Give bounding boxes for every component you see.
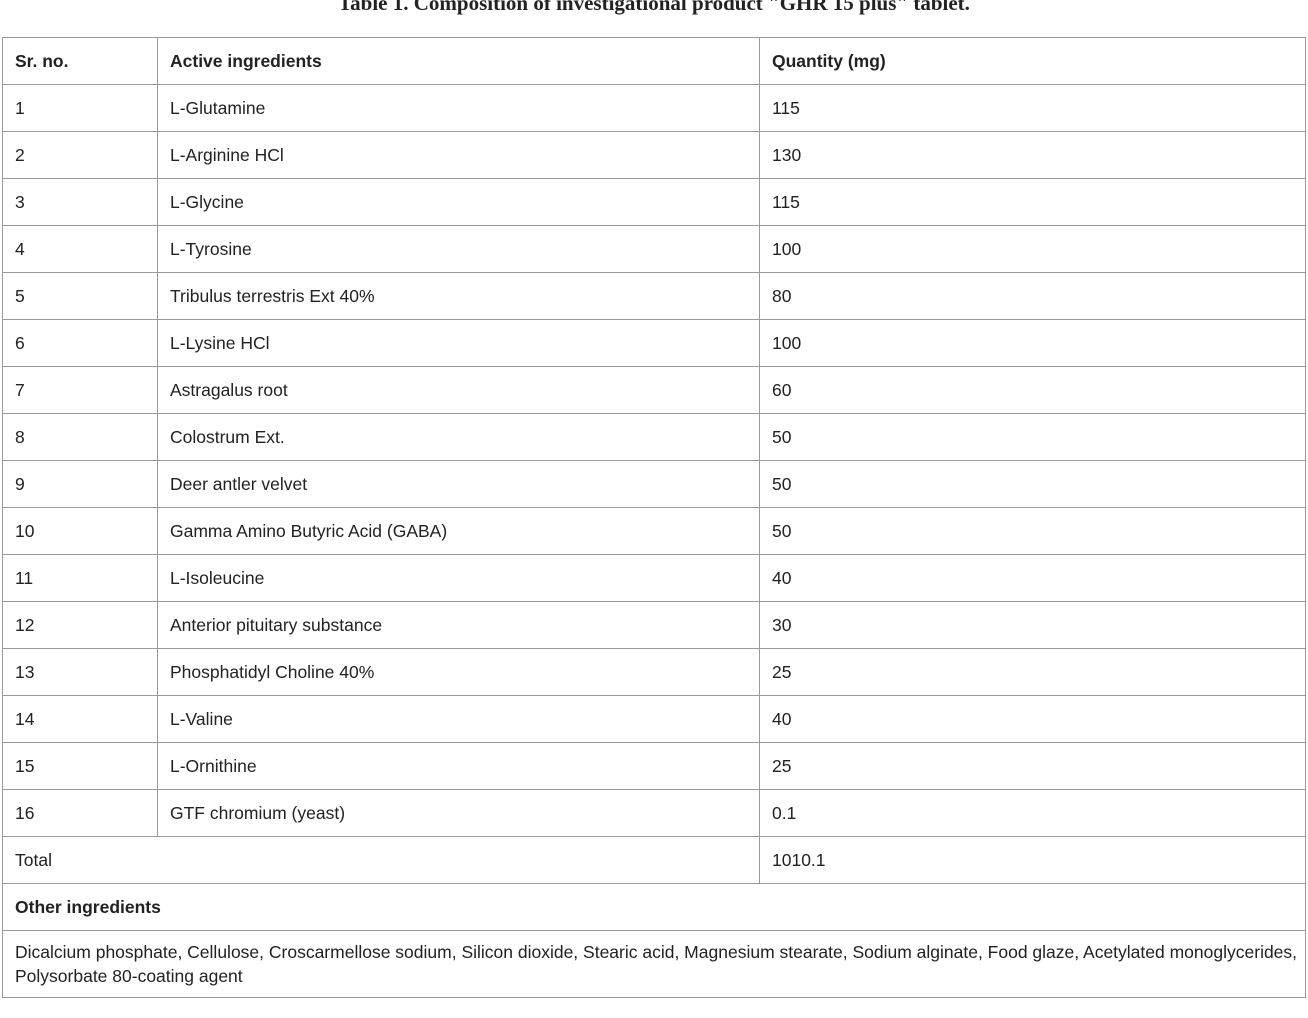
sr-no: 4 <box>2 225 158 273</box>
ingredient-name: L-Valine <box>157 695 760 743</box>
quantity: 50 <box>759 507 1306 555</box>
sr-no: 11 <box>2 554 158 602</box>
sr-no: 16 <box>2 789 158 837</box>
ingredient-name: Tribulus terrestris Ext 40% <box>157 272 760 320</box>
table-foot: Total 1010.1 Other ingredients Dicalcium… <box>2 836 1306 998</box>
quantity: 130 <box>759 131 1306 179</box>
quantity: 80 <box>759 272 1306 320</box>
sr-no: 12 <box>2 601 158 649</box>
sr-no: 8 <box>2 413 158 461</box>
quantity: 40 <box>759 695 1306 743</box>
total-label: Total <box>2 836 760 884</box>
table-body: 1 L-Glutamine 115 2 L-Arginine HCl 130 3 L-Glyc… <box>2 84 1306 837</box>
quantity: 30 <box>759 601 1306 649</box>
ingredient-row: 3 L-Glycine 115 <box>2 178 1306 226</box>
quantity: 0.1 <box>759 789 1306 837</box>
quantity: 115 <box>759 178 1306 226</box>
other-heading: Other ingredients <box>2 883 1306 931</box>
ingredient-row: 9 Deer antler velvet 50 <box>2 460 1306 508</box>
ingredient-name: L-Glutamine <box>157 84 760 132</box>
sr-no: 6 <box>2 319 158 367</box>
sr-no: 2 <box>2 131 158 179</box>
sr-no: 5 <box>2 272 158 320</box>
quantity: 40 <box>759 554 1306 602</box>
ingredient-name: Deer antler velvet <box>157 460 760 508</box>
quantity: 115 <box>759 84 1306 132</box>
quantity: 50 <box>759 413 1306 461</box>
header-row: Sr. no. Active ingredients Quantity (mg) <box>2 37 1306 85</box>
table-title: Table 1. Composition of investigational … <box>338 0 970 15</box>
table-head: Sr. no. Active ingredients Quantity (mg) <box>2 37 1306 85</box>
other-heading-row: Other ingredients <box>2 883 1306 931</box>
quantity: 25 <box>759 648 1306 696</box>
header-cell: Active ingredients <box>157 37 760 85</box>
ingredient-row: 7 Astragalus root 60 <box>2 366 1306 414</box>
total-row: Total 1010.1 <box>2 836 1306 884</box>
ingredient-row: 14 L-Valine 40 <box>2 695 1306 743</box>
quantity: 60 <box>759 366 1306 414</box>
ingredient-name: Colostrum Ext. <box>157 413 760 461</box>
ingredient-row: 1 L-Glutamine 115 <box>2 84 1306 132</box>
ingredient-row: 8 Colostrum Ext. 50 <box>2 413 1306 461</box>
ingredient-name: GTF chromium (yeast) <box>157 789 760 837</box>
ingredient-row: 2 L-Arginine HCl 130 <box>2 131 1306 179</box>
sr-no: 13 <box>2 648 158 696</box>
ingredient-name: L-Arginine HCl <box>157 131 760 179</box>
sr-no: 10 <box>2 507 158 555</box>
ingredient-row: 16 GTF chromium (yeast) 0.1 <box>2 789 1306 837</box>
ingredient-row: 10 Gamma Amino Butyric Acid (GABA) 50 <box>2 507 1306 555</box>
ingredient-row: 12 Anterior pituitary substance 30 <box>2 601 1306 649</box>
ingredient-row: 11 L-Isoleucine 40 <box>2 554 1306 602</box>
ingredient-name: L-Isoleucine <box>157 554 760 602</box>
ingredient-name: L-Lysine HCl <box>157 319 760 367</box>
sr-no: 14 <box>2 695 158 743</box>
sr-no: 3 <box>2 178 158 226</box>
ingredient-name: L-Glycine <box>157 178 760 226</box>
quantity: 100 <box>759 319 1306 367</box>
quantity: 25 <box>759 742 1306 790</box>
ingredient-name: L-Tyrosine <box>157 225 760 273</box>
sr-no: 15 <box>2 742 158 790</box>
composition-table: Sr. no. Active ingredients Quantity (mg)… <box>2 37 1306 998</box>
ingredient-name: Gamma Amino Butyric Acid (GABA) <box>157 507 760 555</box>
total-value: 1010.1 <box>759 836 1306 884</box>
ingredient-name: Astragalus root <box>157 366 760 414</box>
quantity: 100 <box>759 225 1306 273</box>
ingredient-row: 6 L-Lysine HCl 100 <box>2 319 1306 367</box>
other-text: Dicalcium phosphate, Cellulose, Croscarm… <box>2 930 1306 998</box>
ingredient-row: 4 L-Tyrosine 100 <box>2 225 1306 273</box>
sr-no: 1 <box>2 84 158 132</box>
other-text-row: Dicalcium phosphate, Cellulose, Croscarm… <box>2 930 1306 998</box>
ingredient-row: 13 Phosphatidyl Choline 40% 25 <box>2 648 1306 696</box>
ingredient-name: L-Ornithine <box>157 742 760 790</box>
ingredient-row: 15 L-Ornithine 25 <box>2 742 1306 790</box>
sr-no: 7 <box>2 366 158 414</box>
sr-no: 9 <box>2 460 158 508</box>
ingredient-name: Phosphatidyl Choline 40% <box>157 648 760 696</box>
header-cell: Sr. no. <box>2 37 158 85</box>
ingredient-row: 5 Tribulus terrestris Ext 40% 80 <box>2 272 1306 320</box>
quantity: 50 <box>759 460 1306 508</box>
ingredient-name: Anterior pituitary substance <box>157 601 760 649</box>
header-cell: Quantity (mg) <box>759 37 1306 85</box>
